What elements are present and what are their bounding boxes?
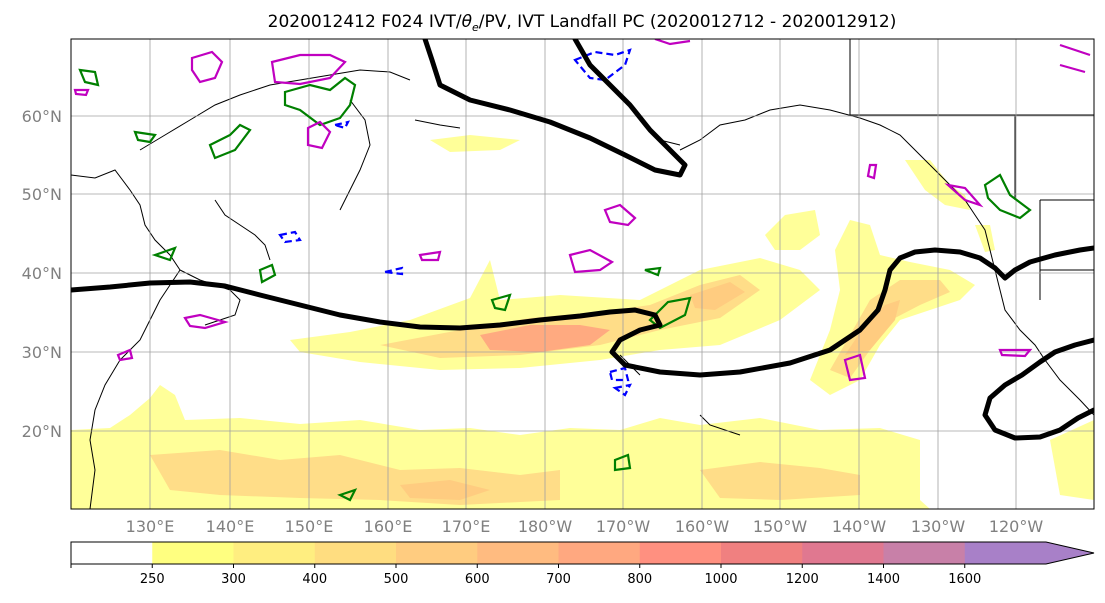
colorbar-segment bbox=[883, 542, 966, 564]
colorbar-segment bbox=[639, 542, 722, 564]
colorbar-segment bbox=[477, 542, 559, 564]
lon-label: 170°W bbox=[596, 517, 651, 536]
colorbar-segment bbox=[802, 542, 884, 564]
colorbar-tick-label: 400 bbox=[302, 572, 327, 587]
colorbar-ticks: 250 300 400 500 600 700 800 1000 1200 1400 1600 bbox=[70, 564, 981, 587]
colorbar-segment-under bbox=[71, 542, 153, 564]
colorbar-tick-label: 500 bbox=[384, 572, 409, 587]
colorbar-tick-label: 1200 bbox=[786, 572, 819, 587]
colorbar-segment bbox=[721, 542, 803, 564]
colorbar-segment bbox=[314, 542, 397, 564]
colorbar-segment bbox=[964, 542, 1047, 564]
lat-label: 30°N bbox=[22, 343, 62, 362]
longitude-labels: 130°E 140°E 150°E 160°E 170°E 180°W 170°… bbox=[126, 517, 1044, 536]
map-panel bbox=[70, 38, 1095, 510]
colorbar-outline bbox=[70, 541, 1095, 565]
lon-label: 160°W bbox=[675, 517, 730, 536]
colorbar-tick-label: 1000 bbox=[704, 572, 737, 587]
colorbar-tick-label: 600 bbox=[465, 572, 490, 587]
lon-label: 170°E bbox=[442, 517, 491, 536]
colorbar-blocks bbox=[71, 542, 1047, 564]
latitude-labels: 60°N 50°N 40°N 30°N 20°N bbox=[22, 107, 62, 441]
lat-label: 50°N bbox=[22, 185, 62, 204]
lon-label: 130°W bbox=[911, 517, 966, 536]
lat-label: 40°N bbox=[22, 264, 62, 283]
coastlines bbox=[71, 39, 1094, 509]
lon-label: 140°W bbox=[832, 517, 887, 536]
colorbar-tick-label: 1400 bbox=[867, 572, 900, 587]
colorbar-tick-label: 800 bbox=[627, 572, 652, 587]
lon-label: 150°W bbox=[753, 517, 808, 536]
colorbar: 250 300 400 500 600 700 800 1000 1200 1400 1600 bbox=[70, 541, 1095, 587]
blue-contours bbox=[278, 48, 632, 397]
figure-title: 2020012412 F024 IVT/θe/PV, IVT Landfall … bbox=[268, 12, 897, 34]
black-pv-contours bbox=[71, 39, 1094, 441]
colorbar-tick-label: 1600 bbox=[948, 572, 981, 587]
lon-label: 180°W bbox=[518, 517, 573, 536]
colorbar-tick-label: 300 bbox=[221, 572, 246, 587]
lon-label: 120°W bbox=[989, 517, 1044, 536]
lat-label: 60°N bbox=[22, 107, 62, 126]
colorbar-tick-label: 250 bbox=[140, 572, 165, 587]
colorbar-segment bbox=[152, 542, 234, 564]
map-frame bbox=[70, 38, 1095, 510]
colorbar-segment bbox=[233, 542, 316, 564]
colorbar-segment bbox=[558, 542, 641, 564]
lon-label: 140°E bbox=[206, 517, 255, 536]
colorbar-tick-label: 700 bbox=[546, 572, 571, 587]
lon-label: 150°E bbox=[285, 517, 334, 536]
colorbar-segment bbox=[396, 542, 478, 564]
magenta-contours bbox=[73, 39, 1091, 382]
colorbar-extend-arrow bbox=[1046, 542, 1094, 564]
lat-label: 20°N bbox=[22, 422, 62, 441]
lon-label: 160°E bbox=[364, 517, 413, 536]
lon-label: 130°E bbox=[126, 517, 175, 536]
graticule bbox=[71, 39, 1094, 509]
